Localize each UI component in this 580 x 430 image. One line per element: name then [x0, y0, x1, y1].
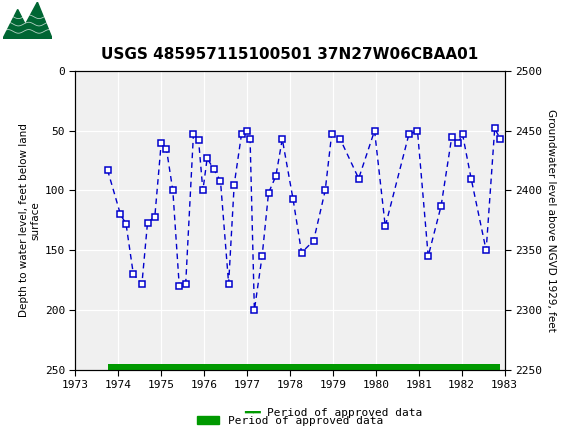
Text: ━━: ━━	[244, 406, 261, 420]
Text: Period of approved data: Period of approved data	[267, 408, 422, 418]
Polygon shape	[3, 9, 32, 39]
Y-axis label: Groundwater level above NGVD 1929, feet: Groundwater level above NGVD 1929, feet	[546, 109, 556, 332]
Bar	[3, 3, 52, 37]
Bar	[107, 364, 501, 371]
Text: USGS: USGS	[57, 12, 112, 29]
Polygon shape	[18, 2, 52, 39]
Legend: Period of approved data: Period of approved data	[193, 411, 387, 430]
Text: USGS 485957115100501 37N27W06CBAA01: USGS 485957115100501 37N27W06CBAA01	[102, 47, 478, 62]
Y-axis label: Depth to water level, feet below land
surface: Depth to water level, feet below land su…	[19, 123, 41, 317]
